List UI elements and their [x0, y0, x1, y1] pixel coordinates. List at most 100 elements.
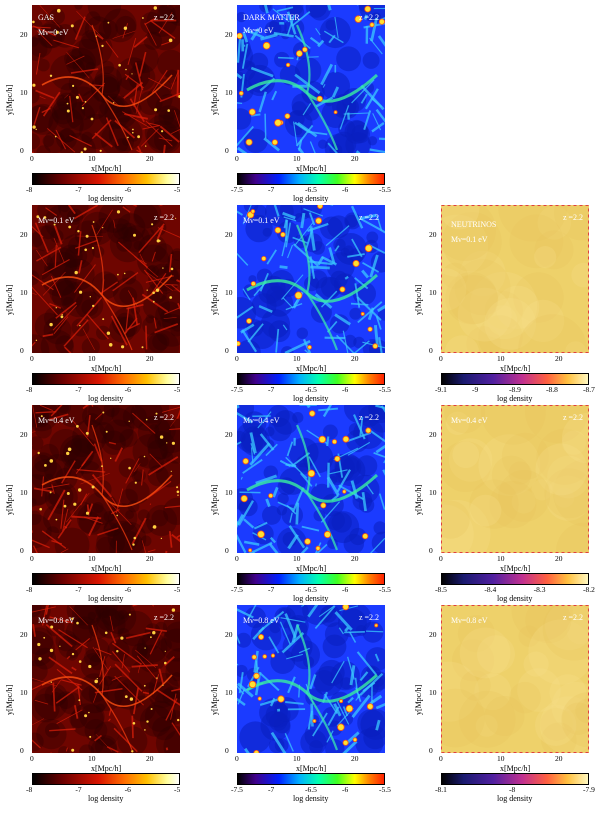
neutrino-mass-label: Mν=0.8 eV [38, 616, 75, 625]
x-tick-label: 0 [30, 154, 34, 163]
colorbar-tick-label: -7 [75, 585, 82, 594]
colorbar-tick-label: -8 [26, 185, 33, 194]
y-axis-label: y[Mpc/h] [210, 284, 219, 315]
colorbar-tick-label: -6 [342, 385, 349, 394]
x-tick-label: 20 [146, 754, 154, 763]
colorbar [32, 773, 180, 785]
colorbar-label: log density [88, 394, 124, 403]
redshift-label: z =2.2 [153, 413, 174, 422]
colorbar-tick-label: -8 [26, 385, 33, 394]
colorbar [237, 573, 385, 585]
x-tick-label: 0 [235, 154, 239, 163]
y-tick-label: 0 [225, 346, 229, 355]
y-tick-label: 20 [20, 430, 28, 439]
y-tick-label: 10 [429, 488, 437, 497]
colorbar-label: log density [497, 594, 533, 603]
x-tick-label: 10 [88, 754, 96, 763]
x-tick-label: 10 [88, 354, 96, 363]
y-tick-label: 20 [429, 230, 437, 239]
redshift-label: z =2.2 [153, 613, 174, 622]
neutrino-mass-label: Mν=0.1 eV [243, 216, 280, 225]
y-tick-label: 0 [225, 746, 229, 755]
y-tick-label: 20 [20, 230, 28, 239]
colorbar-label: log density [293, 194, 329, 203]
colorbar-tick-label: -6 [342, 185, 349, 194]
x-tick-label: 10 [293, 154, 301, 163]
y-tick-label: 20 [225, 630, 233, 639]
y-tick-label: 10 [20, 288, 28, 297]
colorbar-tick-label: -9.1 [435, 385, 447, 394]
x-axis-label: x[Mpc/h] [296, 564, 327, 573]
y-tick-label: 20 [429, 430, 437, 439]
colorbar-tick-label: -6 [124, 585, 131, 594]
colorbar-tick-label: -8.1 [435, 785, 447, 794]
colorbar-tick-label: -6 [342, 785, 349, 794]
y-axis-label: y[Mpc/h] [5, 484, 14, 515]
y-tick-label: 10 [225, 488, 233, 497]
y-tick-label: 0 [225, 146, 229, 155]
y-tick-label: 0 [429, 746, 433, 755]
y-tick-label: 20 [20, 30, 28, 39]
colorbar-tick-label: -7.5 [231, 185, 243, 194]
y-axis-label: y[Mpc/h] [210, 484, 219, 515]
colorbar [237, 373, 385, 385]
x-tick-label: 0 [30, 554, 34, 563]
colorbar-tick-label: -5.5 [379, 785, 391, 794]
dm-density-panel: Mν=0.1 eV z =2.2 [237, 205, 385, 353]
colorbar-tick-label: -8.4 [484, 585, 497, 594]
x-tick-label: 0 [30, 354, 34, 363]
x-tick-label: 10 [88, 554, 96, 563]
colorbar-tick-label: -5 [174, 185, 181, 194]
colorbar-tick-label: -7.5 [231, 585, 243, 594]
y-axis-label: y[Mpc/h] [5, 284, 14, 315]
neutrino-mass-label: Mν=0 eV [38, 28, 69, 37]
colorbar-label: log density [88, 794, 124, 803]
redshift-label: z =2.2 [358, 613, 379, 622]
colorbar-tick-label: -8 [26, 585, 33, 594]
y-tick-label: 10 [20, 688, 28, 697]
redshift-label: z =2.2 [153, 13, 174, 22]
y-axis-label: y[Mpc/h] [414, 284, 423, 315]
redshift-label: z =2.2 [562, 613, 583, 622]
redshift-label: z =2.2 [562, 213, 583, 222]
x-tick-label: 20 [351, 754, 359, 763]
colorbar [441, 773, 589, 785]
gas-density-panel: Mν=0.8 eV z =2.2 [32, 605, 180, 753]
colorbar [32, 173, 180, 185]
y-tick-label: 20 [225, 30, 233, 39]
x-tick-label: 10 [293, 754, 301, 763]
y-tick-label: 0 [429, 346, 433, 355]
y-tick-label: 20 [225, 430, 233, 439]
x-axis-label: x[Mpc/h] [91, 164, 122, 173]
y-tick-label: 0 [20, 546, 24, 555]
x-tick-label: 20 [146, 154, 154, 163]
y-tick-label: 20 [429, 630, 437, 639]
colorbar-label: log density [497, 394, 533, 403]
colorbar-tick-label: -7 [268, 385, 275, 394]
colorbar [32, 373, 180, 385]
x-axis-label: x[Mpc/h] [91, 564, 122, 573]
x-tick-label: 10 [293, 354, 301, 363]
colorbar-tick-label: -6 [124, 185, 131, 194]
colorbar-tick-label: -8.8 [546, 385, 558, 394]
colorbar-tick-label: -7 [268, 785, 275, 794]
neutrino-mass-label: Mν=0.8 eV [243, 616, 280, 625]
x-tick-label: 20 [146, 554, 154, 563]
colorbar-tick-label: -7 [75, 185, 82, 194]
dm-density-panel: Mν=0.8 eV z =2.2 [237, 605, 385, 753]
colorbar-tick-label: -8.2 [583, 585, 595, 594]
y-tick-label: 0 [20, 346, 24, 355]
x-tick-label: 20 [555, 754, 563, 763]
colorbar [237, 173, 385, 185]
colorbar-tick-label: -7 [75, 785, 82, 794]
x-axis-label: x[Mpc/h] [500, 564, 531, 573]
redshift-label: z =2.2 [358, 13, 379, 22]
x-tick-label: 0 [439, 554, 443, 563]
neutrino-mass-label: Mν=0.4 eV [38, 416, 75, 425]
x-tick-label: 10 [497, 354, 505, 363]
colorbar-tick-label: -6.5 [305, 785, 317, 794]
y-tick-label: 10 [225, 688, 233, 697]
nu-density-panel: NEUTRINOS Mν=0.1 eV z =2.2 [441, 205, 589, 353]
colorbar [32, 573, 180, 585]
y-axis-label: y[Mpc/h] [5, 684, 14, 715]
